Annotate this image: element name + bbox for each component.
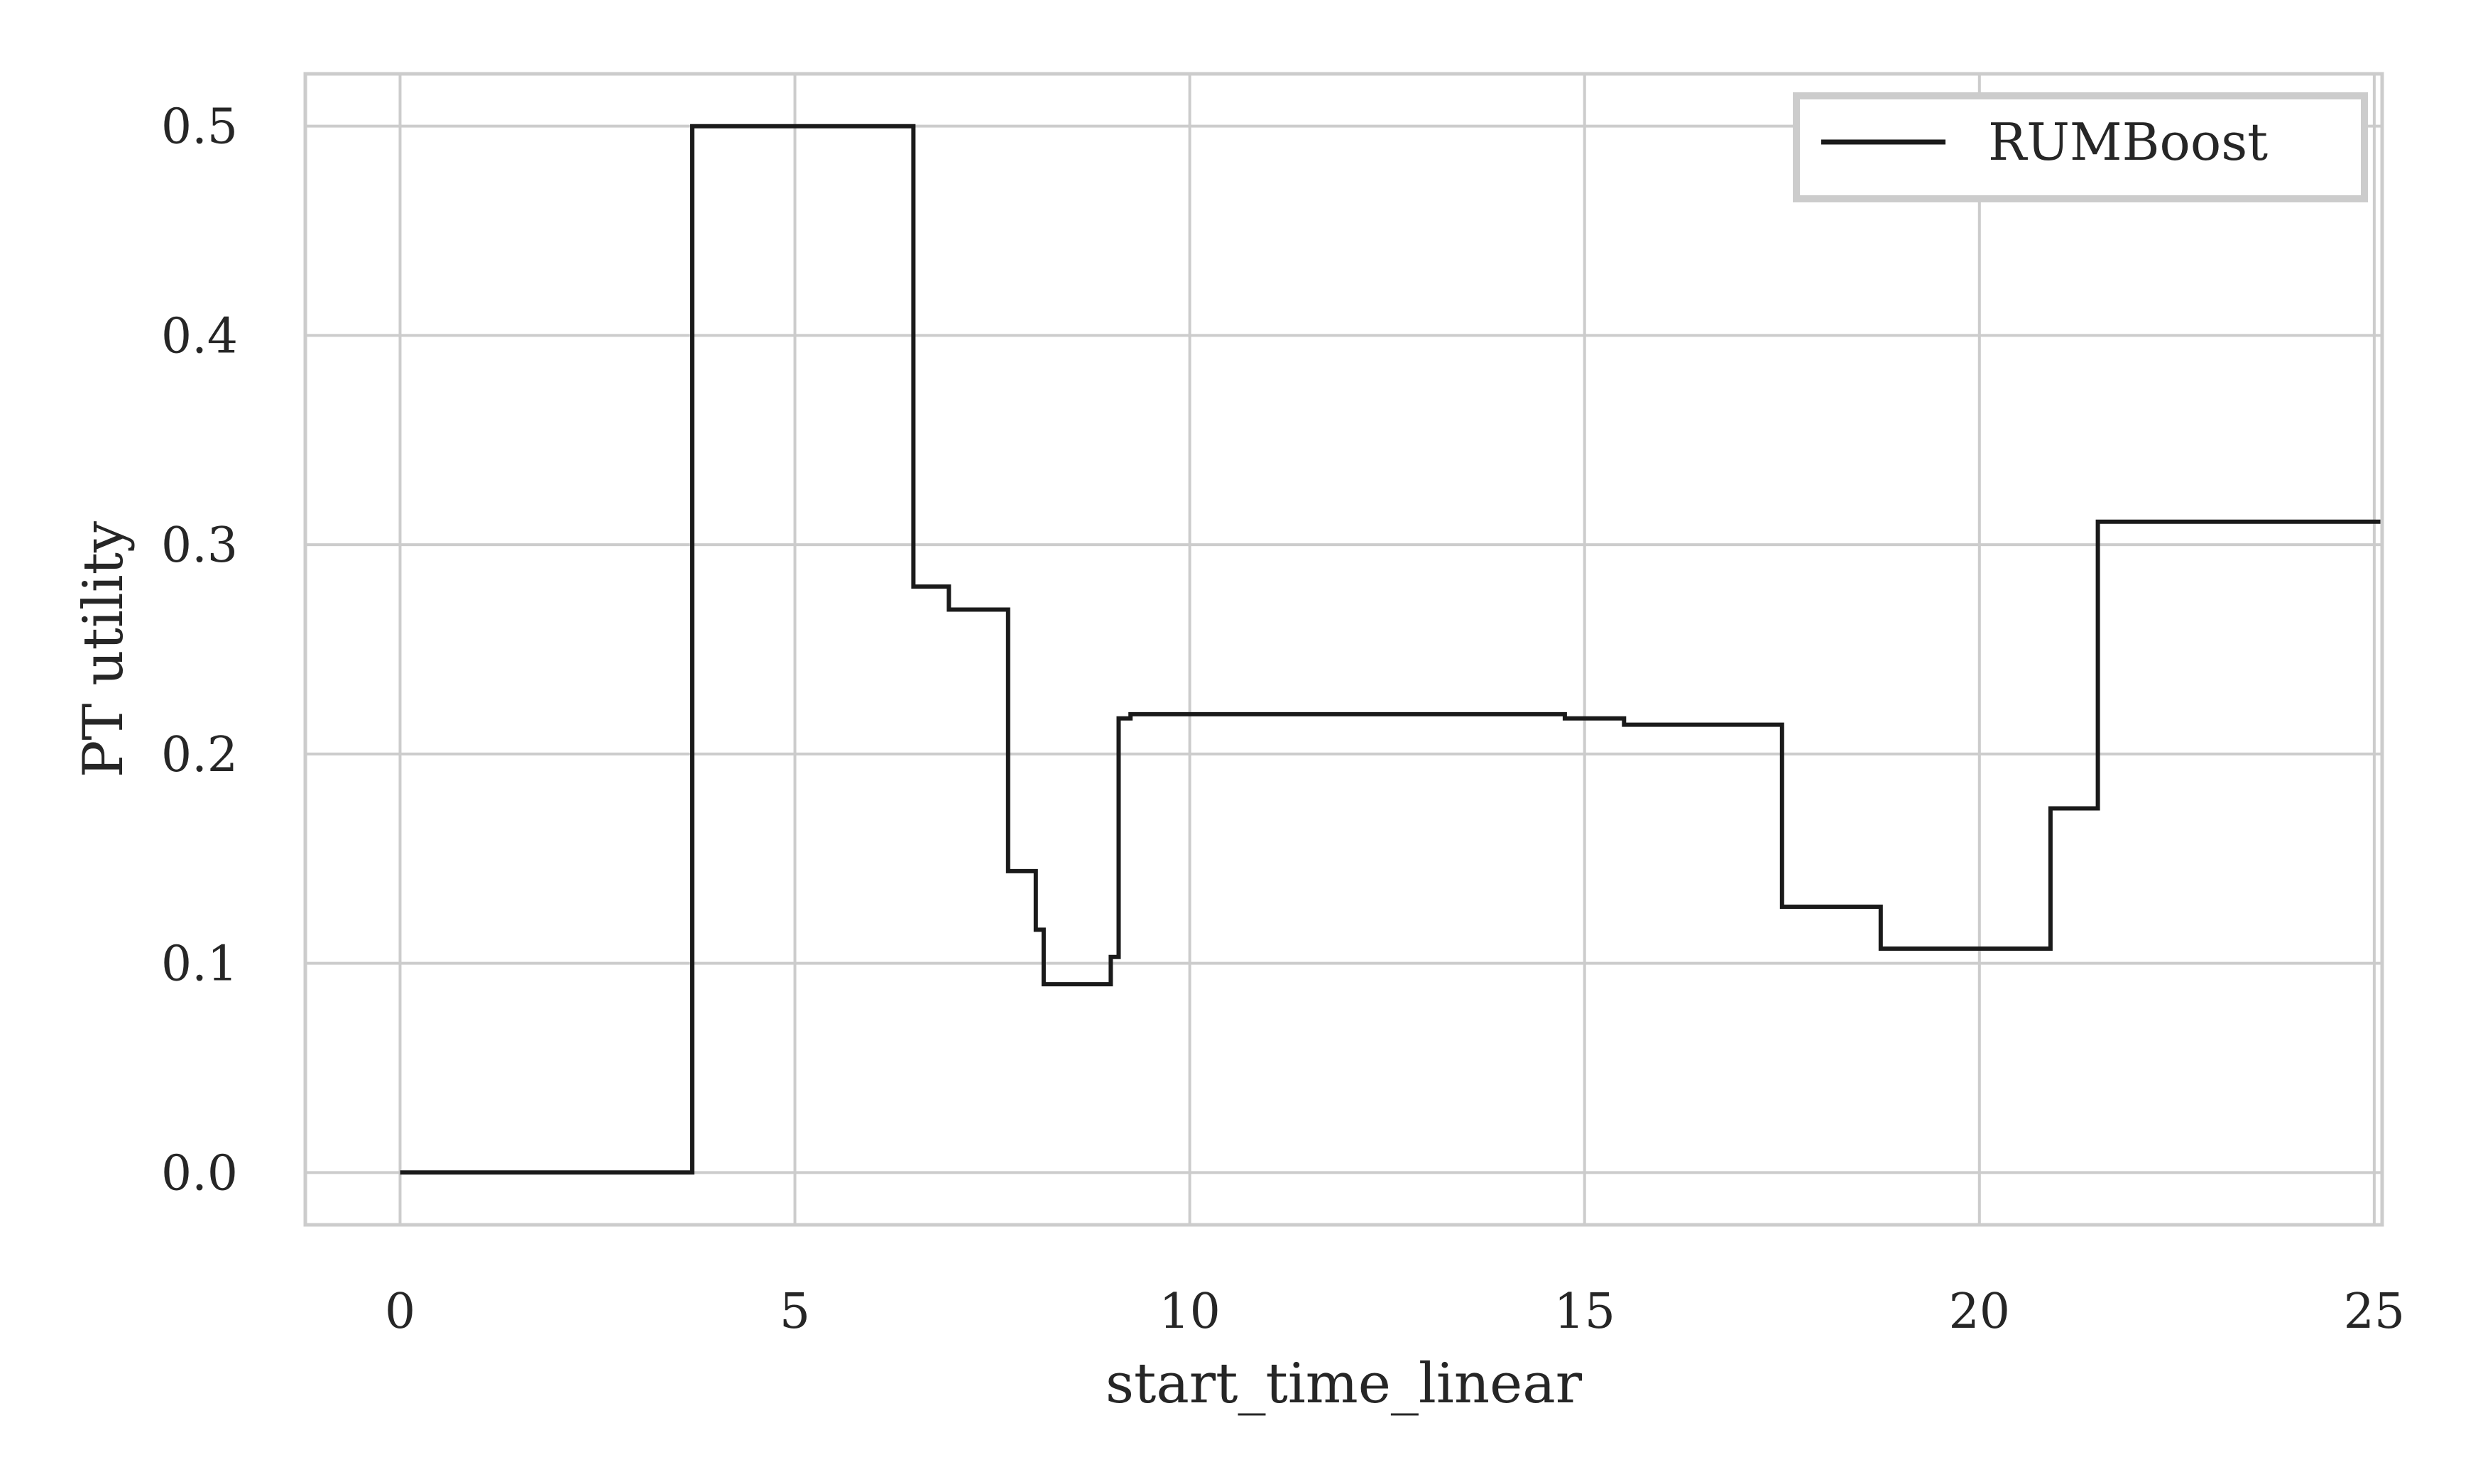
x-tick-label-2: 10	[1159, 1284, 1221, 1340]
y-tick-label-2: 0.2	[161, 727, 238, 783]
legend-box	[1793, 92, 2368, 202]
y-tick-label-1: 0.1	[161, 937, 238, 993]
x-axis-label: start_time_linear	[1106, 1352, 1583, 1416]
legend-label-rumboost: RUMBoost	[1988, 112, 2268, 172]
plot-frame	[303, 72, 2384, 1227]
x-tick-label-4: 20	[1949, 1284, 2011, 1340]
x-tick-labels: 0 5 10 15 20 25	[385, 1284, 2405, 1340]
x-tick-label-5: 25	[2344, 1284, 2406, 1340]
y-tick-label-0: 0.0	[161, 1145, 238, 1201]
y-tick-label-4: 0.4	[161, 308, 238, 364]
y-tick-label-3: 0.3	[161, 518, 238, 574]
y-axis-label: PT utility	[72, 521, 136, 778]
series-line-0	[400, 124, 2382, 1175]
x-tick-label-3: 15	[1554, 1284, 1615, 1340]
series-layer	[400, 124, 2382, 1175]
y-tick-labels: 0.0 0.1 0.2 0.3 0.4 0.5	[161, 99, 238, 1202]
x-tick-label-0: 0	[385, 1284, 415, 1340]
x-tick-label-1: 5	[780, 1284, 810, 1340]
legend: RUMBoost	[1793, 92, 2368, 202]
y-tick-label-5: 0.5	[161, 99, 238, 156]
